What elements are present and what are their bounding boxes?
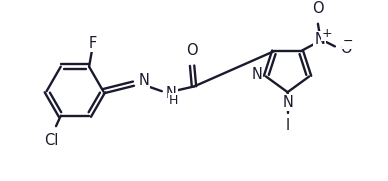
Text: Cl: Cl	[44, 133, 59, 148]
Text: N: N	[282, 95, 293, 110]
Text: O: O	[341, 41, 352, 56]
Text: N: N	[138, 73, 149, 88]
Text: N: N	[314, 32, 325, 47]
Text: l: l	[286, 118, 289, 133]
Text: O: O	[312, 1, 324, 16]
Text: −: −	[343, 35, 353, 48]
Text: N: N	[166, 86, 177, 101]
Text: H: H	[168, 94, 178, 107]
Text: F: F	[89, 35, 97, 50]
Text: N: N	[251, 67, 262, 82]
Text: O: O	[186, 43, 198, 58]
Text: +: +	[322, 27, 333, 40]
